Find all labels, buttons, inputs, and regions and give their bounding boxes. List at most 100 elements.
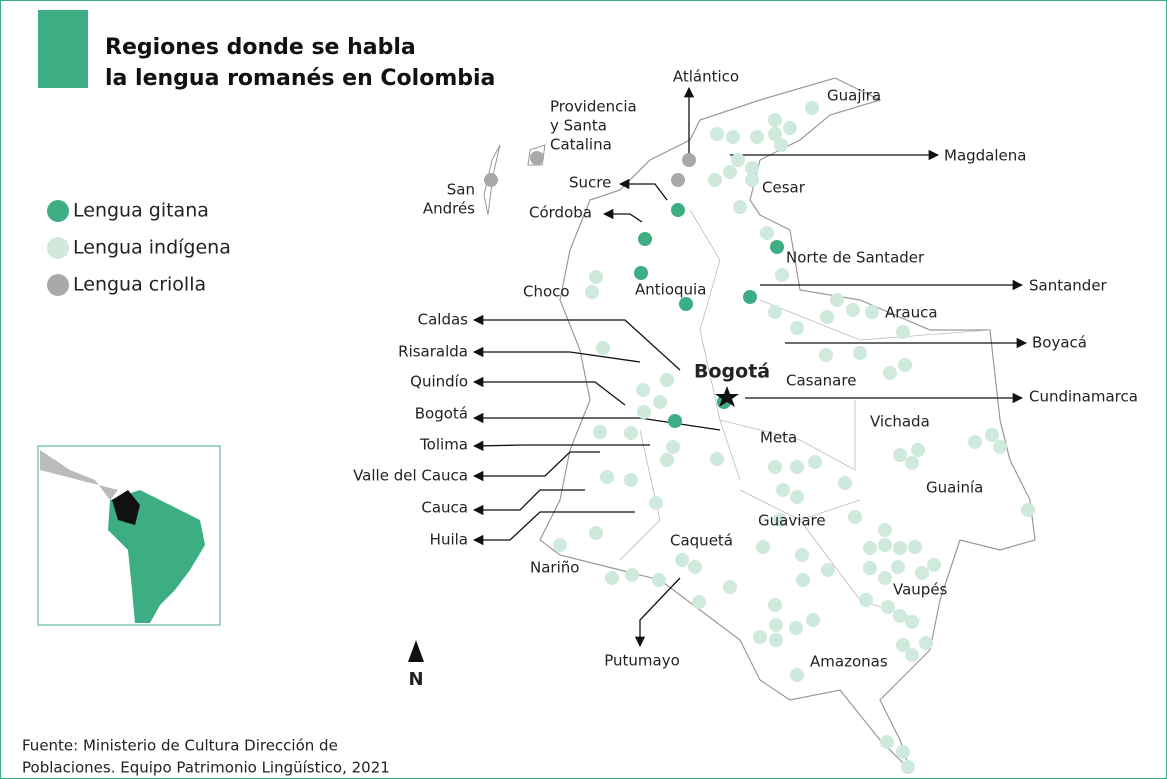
region-label: Sucre (569, 174, 611, 192)
region-label: Casanare (786, 372, 856, 390)
region-label: Antioquia (635, 281, 706, 299)
location-dot (774, 138, 788, 152)
central-america (40, 450, 118, 500)
location-dot (625, 568, 639, 582)
location-dot (668, 414, 682, 428)
location-dot (901, 760, 915, 774)
location-dot (905, 648, 919, 662)
location-dot (863, 561, 877, 575)
location-dot (589, 270, 603, 284)
north-label: N (408, 669, 423, 690)
legend-label: Lengua gitana (73, 200, 209, 222)
location-dot (585, 285, 599, 299)
location-dot (768, 113, 782, 127)
location-dot (708, 173, 722, 187)
title-block (38, 10, 88, 88)
location-dot (769, 618, 783, 632)
location-dot (790, 490, 804, 504)
location-dot (883, 366, 897, 380)
location-dot (790, 460, 804, 474)
title-line: la lengua romanés en Colombia (105, 66, 495, 91)
region-label: San (447, 181, 475, 199)
region-label: Cesar (762, 179, 806, 197)
location-dot (896, 325, 910, 339)
region-label: Caquetá (670, 532, 733, 550)
region-label: Atlántico (673, 68, 739, 86)
leader-arrow (472, 412, 721, 431)
location-dot (790, 668, 804, 682)
location-dot (770, 240, 784, 254)
location-dot (733, 200, 747, 214)
location-dot (760, 226, 774, 240)
location-dot (846, 303, 860, 317)
region-label: Vichada (870, 413, 930, 431)
location-dot (853, 346, 867, 360)
region-label: Risaralda (398, 343, 468, 361)
location-dot (710, 127, 724, 141)
location-dot (753, 630, 767, 644)
location-dot (688, 560, 702, 574)
location-dot (652, 573, 666, 587)
location-dot (675, 553, 689, 567)
legend-swatch (47, 274, 69, 296)
location-dot (593, 425, 607, 439)
title-line: Regiones donde se habla (105, 35, 416, 60)
location-dot (731, 153, 745, 167)
location-dot (660, 453, 674, 467)
region-label: y Santa (550, 117, 607, 135)
location-dot (915, 566, 929, 580)
region-label: Andrés (423, 200, 475, 218)
location-dot (768, 305, 782, 319)
region-label: Caldas (418, 311, 469, 329)
region-label: Amazonas (810, 653, 888, 671)
location-dot (775, 268, 789, 282)
location-dot (768, 460, 782, 474)
location-dot (600, 470, 614, 484)
region-label: Guajira (827, 87, 881, 105)
location-dot (596, 341, 610, 355)
location-dot (1021, 503, 1035, 517)
region-label: Guaviare (758, 512, 826, 530)
location-dot (649, 496, 663, 510)
location-dot (745, 161, 759, 175)
location-dot (789, 621, 803, 635)
location-dot (605, 571, 619, 585)
region-label: Guainía (926, 479, 983, 497)
region-label: Cauca (421, 499, 468, 517)
location-dot (768, 127, 782, 141)
region-label: Tolima (419, 436, 468, 454)
region-label: Vaupés (893, 581, 948, 599)
location-dot (624, 426, 638, 440)
location-dot (878, 571, 892, 585)
location-dot (553, 538, 567, 552)
legend-label: Lengua indígena (73, 237, 231, 259)
region-label: Arauca (885, 304, 938, 322)
location-dot (682, 153, 696, 167)
location-dot (745, 173, 759, 187)
location-dot (893, 541, 907, 555)
leader-arrow (472, 440, 650, 452)
legend-swatch (47, 200, 69, 222)
capital-star (715, 386, 739, 407)
location-dot (726, 130, 740, 144)
location-dot (968, 435, 982, 449)
location-dot (666, 440, 680, 454)
region-label: Meta (760, 429, 797, 447)
location-dot (911, 443, 925, 457)
location-dot (893, 448, 907, 462)
location-dot (819, 348, 833, 362)
location-dot (723, 580, 737, 594)
north-arrow (408, 640, 424, 662)
location-dot (878, 538, 892, 552)
location-dot (671, 173, 685, 187)
location-dot (589, 526, 603, 540)
location-dot (671, 203, 685, 217)
leader-arrow (472, 346, 641, 363)
leader-arrow (472, 314, 681, 371)
location-dot (776, 483, 790, 497)
region-label: Santander (1029, 277, 1108, 295)
location-dot (783, 121, 797, 135)
leader-arrow (634, 577, 681, 648)
region-label: Quindío (410, 373, 468, 391)
location-dot (859, 593, 873, 607)
